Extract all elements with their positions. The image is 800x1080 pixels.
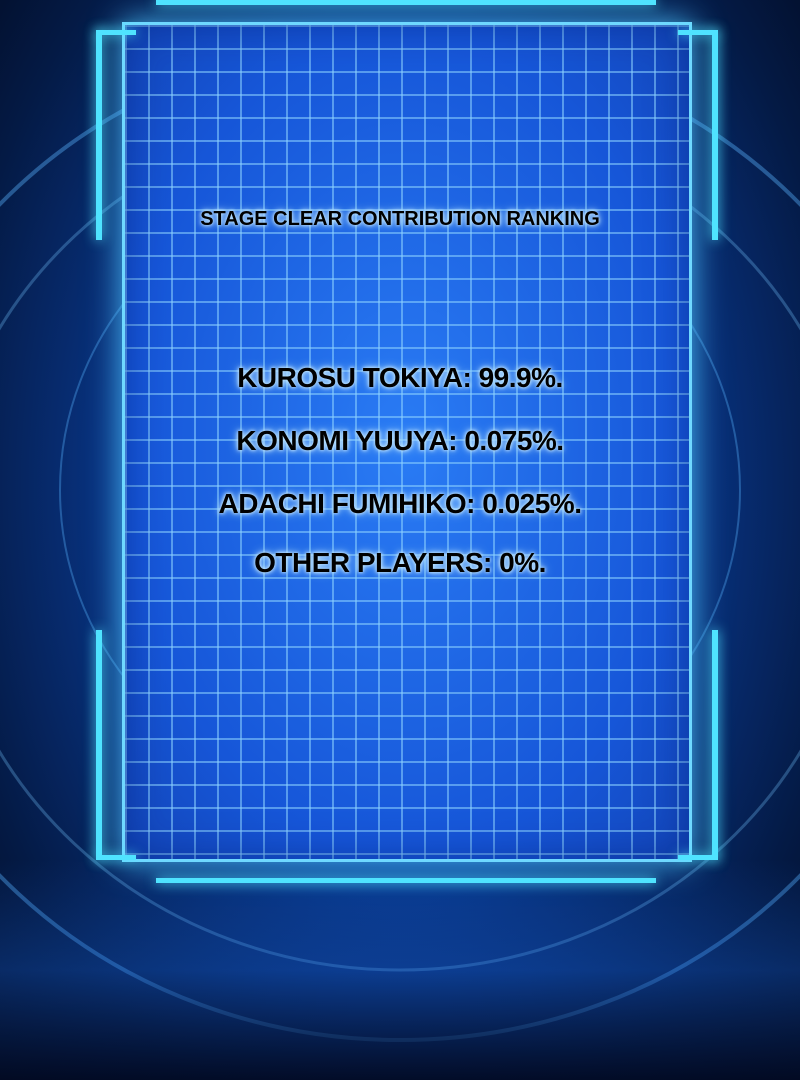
system-window-panel bbox=[122, 22, 692, 862]
ranking-row: ADACHI FUMIHIKO: 0.025%. bbox=[218, 488, 582, 519]
window-title: STAGE CLEAR CONTRIBUTION RANKING bbox=[200, 208, 600, 230]
background-floor bbox=[0, 860, 800, 1080]
ranking-row: KONOMI YUUYA: 0.075%. bbox=[236, 425, 564, 456]
ranking-row: KUROSU TOKIYA: 99.9%. bbox=[237, 362, 563, 393]
ranking-row: OTHER PLAYERS: 0%. bbox=[254, 547, 546, 578]
